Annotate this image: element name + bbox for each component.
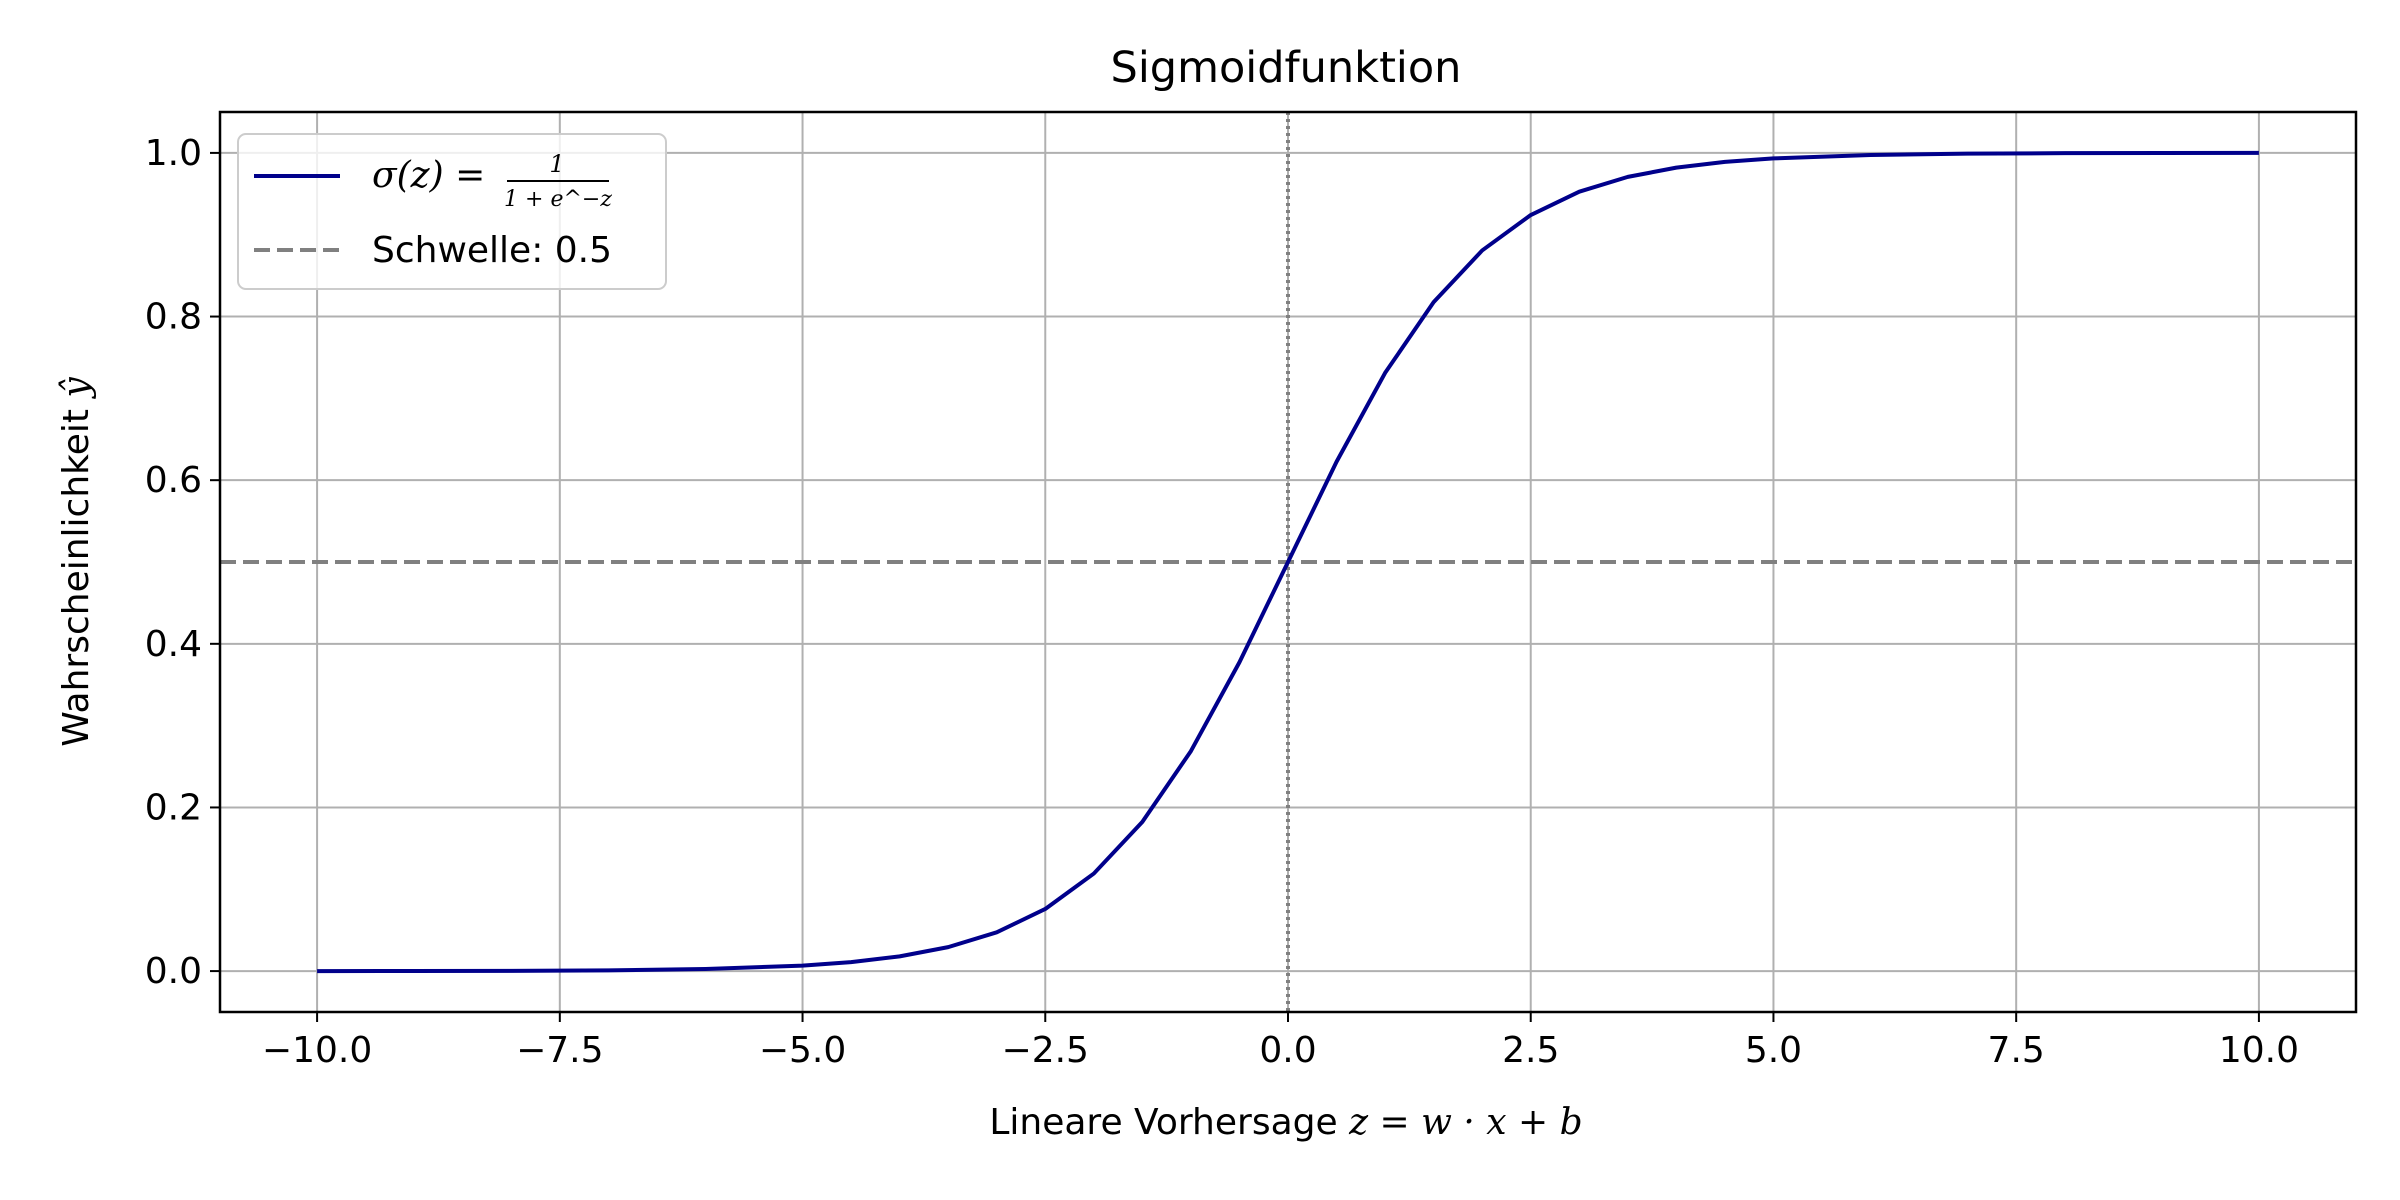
legend-sigmoid-numerator: 1 xyxy=(549,150,564,178)
y-tick-label-4: 0.8 xyxy=(145,297,202,338)
legend-sigmoid-prefix: σ(z) = xyxy=(372,155,485,196)
x-tick-label-2: −5.0 xyxy=(759,1030,846,1071)
x-tick-label-7: 7.5 xyxy=(1988,1030,2045,1071)
y-axis-title-math: ŷ xyxy=(56,377,97,400)
legend-label-sigmoid: σ(z) = xyxy=(372,155,485,196)
x-tick-label-1: −7.5 xyxy=(516,1030,603,1071)
x-axis-title-math: z = w · x + b xyxy=(1348,1102,1583,1143)
sigmoid-curve xyxy=(317,150,2259,974)
plot-area: −10.0 −7.5 −5.0 −2.5 0.0 2.5 5.0 7.5 10.0 0.0 0.2 0… xyxy=(145,110,2358,1071)
chart-title: Sigmoidfunktion xyxy=(1111,43,1462,93)
y-axis-title: Wahrscheinlichkeit ŷ xyxy=(56,377,97,747)
y-tick-label-2: 0.4 xyxy=(145,624,202,665)
x-tick-label-0: −10.0 xyxy=(262,1030,372,1071)
legend-box xyxy=(237,133,667,290)
y-tick-label-0: 0.0 xyxy=(145,951,202,992)
x-tick-label-6: 5.0 xyxy=(1745,1030,1802,1071)
legend: σ(z) = 1 1 + e^−z Schwelle: 0.5 xyxy=(237,133,667,290)
x-tick-label-8: 10.0 xyxy=(2219,1030,2299,1071)
y-tick-label-1: 0.2 xyxy=(145,787,202,828)
legend-label-threshold: Schwelle: 0.5 xyxy=(372,230,612,271)
x-axis-title-text: Lineare Vorhersage xyxy=(989,1102,1349,1143)
legend-sigmoid-denominator: 1 + e^−z xyxy=(504,187,612,212)
x-axis-title: Lineare Vorhersage z = w · x + b xyxy=(989,1102,1582,1143)
x-tick-label-4: 0.0 xyxy=(1259,1030,1316,1071)
x-tick-label-3: −2.5 xyxy=(1002,1030,1089,1071)
y-axis-title-text: Wahrscheinlichkeit xyxy=(56,398,97,747)
y-tick-label-3: 0.6 xyxy=(145,460,202,501)
x-tick-label-5: 2.5 xyxy=(1502,1030,1559,1071)
y-tick-label-5: 1.0 xyxy=(145,133,202,174)
